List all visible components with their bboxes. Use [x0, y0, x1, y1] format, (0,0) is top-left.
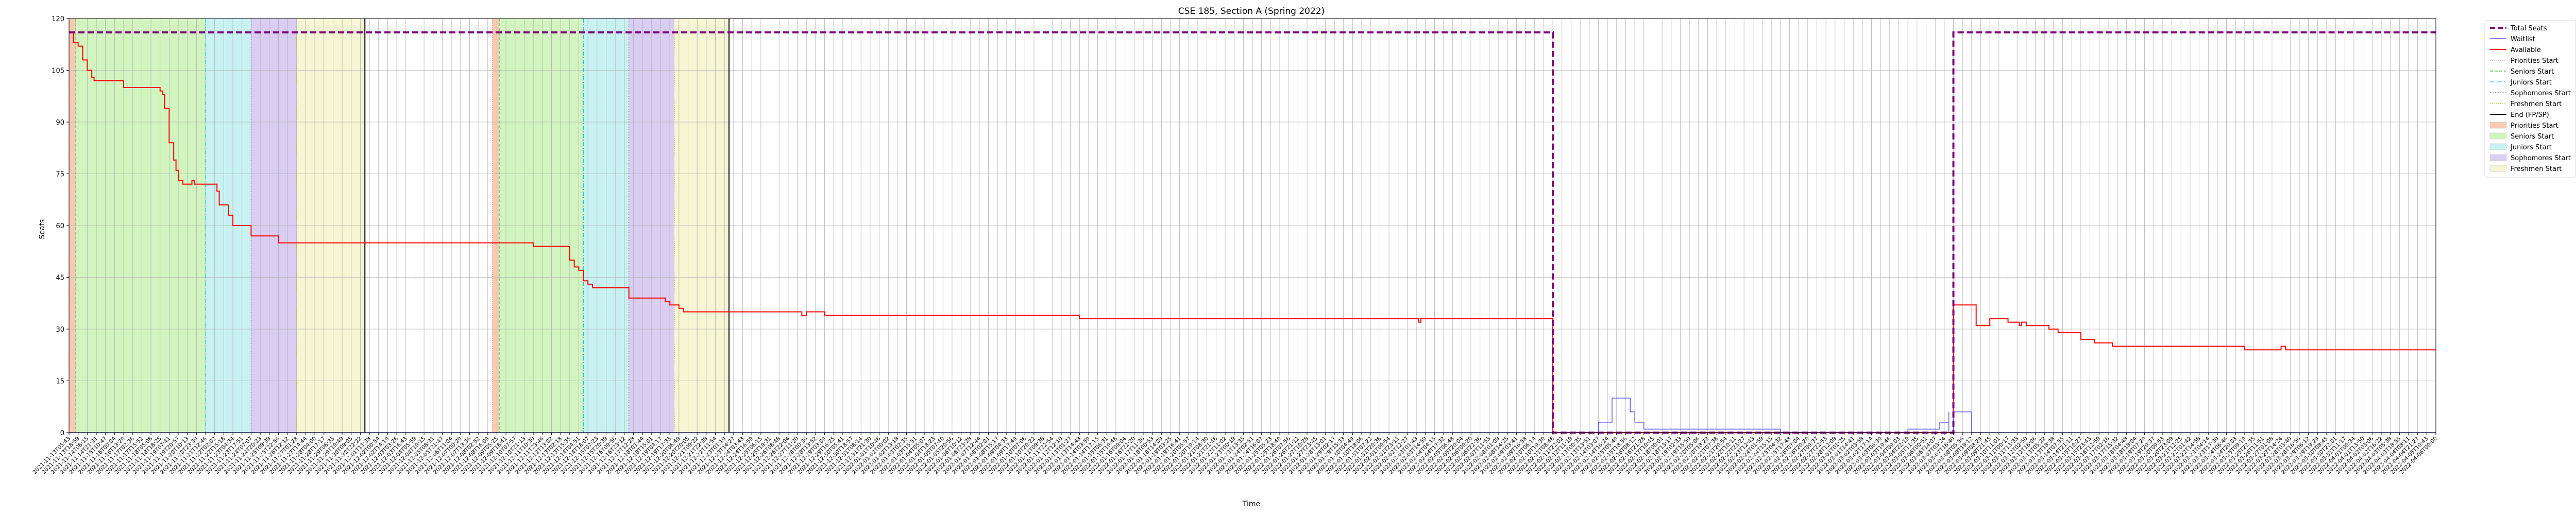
legend-label-9: Priorities Start [2511, 122, 2558, 130]
end-lines [364, 19, 730, 433]
y-tick-label-6: 90 [56, 119, 64, 127]
chart-title: CSE 185, Section A (Spring 2022) [1178, 6, 1325, 16]
legend: Total Seats Waitlist Available Priorities S… [2484, 20, 2576, 178]
legend-label-11: Juniors Start [2510, 144, 2552, 151]
legend-label-5: Juniors Start [2510, 79, 2552, 87]
legend-label-13: Freshmen Start [2511, 165, 2562, 173]
x-axis-label: Time [1242, 500, 1260, 508]
legend-label-12: Sophomores Start [2511, 154, 2571, 162]
legend-swatch-9 [2489, 122, 2507, 129]
y-axis-label: Seats [38, 219, 46, 239]
y-tick-label-0: 0 [60, 430, 64, 437]
y-tick-label-3: 45 [56, 274, 64, 282]
legend-swatch-12 [2489, 154, 2507, 161]
x-axis: 2021-11-13T05:432021-11-13T18:592021-11-… [32, 433, 2438, 475]
legend-swatch-10 [2489, 132, 2507, 140]
legend-label-1: Waitlist [2511, 36, 2535, 43]
y-tick-label-7: 105 [52, 67, 64, 75]
y-axis: 0 15 30 45 60 75 90 105 120 [52, 15, 69, 437]
legend-label-2: Available [2511, 46, 2541, 54]
y-tick-label-5: 75 [56, 171, 64, 179]
y-tick-label-8: 120 [52, 15, 64, 23]
legend-swatch-11 [2489, 143, 2507, 150]
legend-box [2484, 20, 2576, 178]
legend-swatch-13 [2489, 165, 2507, 172]
legend-label-0: Total Seats [2510, 25, 2547, 32]
legend-label-7: Freshmen Start [2511, 100, 2562, 108]
y-tick-label-1: 15 [56, 378, 64, 386]
legend-label-10: Seniors Start [2511, 133, 2554, 141]
legend-label-6: Sophomores Start [2511, 90, 2571, 97]
legend-label-8: End (FP/SP) [2511, 111, 2549, 119]
y-tick-label-4: 60 [56, 222, 64, 230]
legend-label-4: Seniors Start [2511, 68, 2554, 76]
legend-label-3: Priorities Start [2511, 57, 2558, 65]
series-total-seats [69, 31, 2436, 434]
grid [69, 18, 2436, 433]
y-tick-label-2: 30 [56, 326, 64, 334]
series-available [69, 31, 2436, 433]
